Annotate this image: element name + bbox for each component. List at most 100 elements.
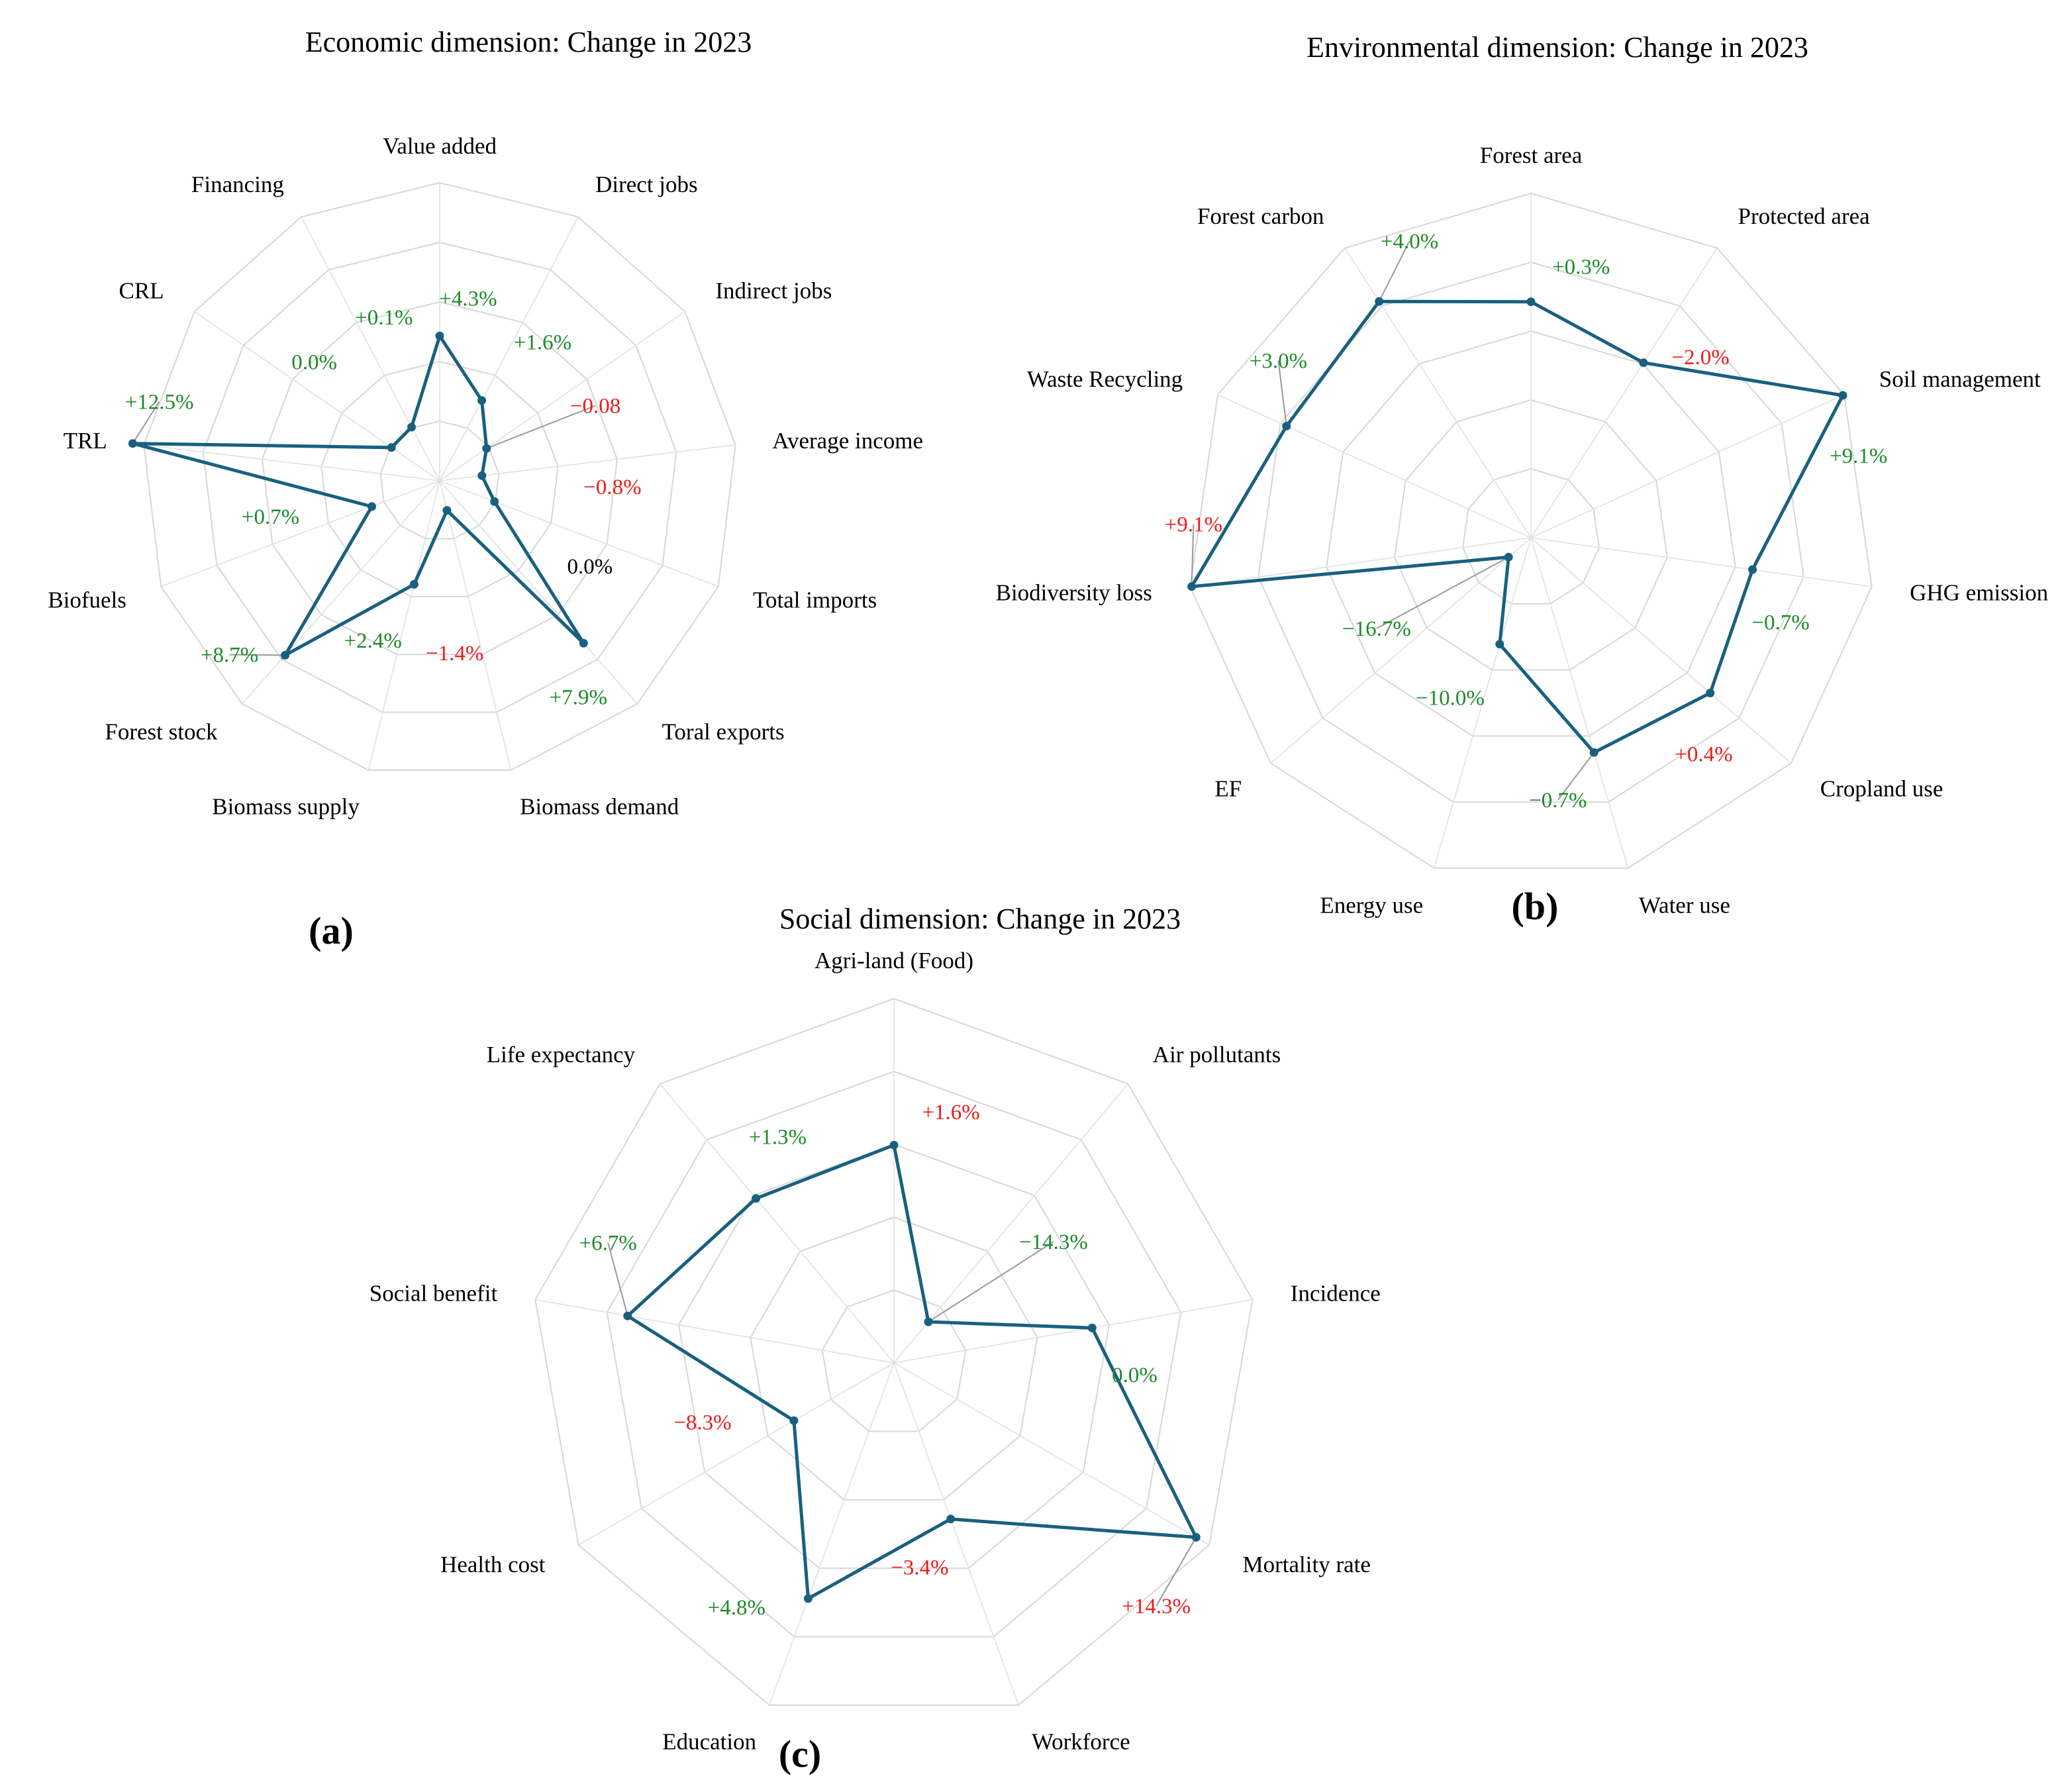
- environmental-leader-ef: [1376, 556, 1509, 629]
- social-grid-ring-1: [821, 1289, 967, 1432]
- environmental-value-labels: +0.3% −2.0% +9.1% −0.7% +0.4% −0.7% −10.0% −16.…: [1165, 230, 1888, 813]
- environmental-point-biodiversity-loss: [1187, 582, 1197, 591]
- environmental-spoke-soil-management: [1530, 394, 1845, 538]
- economic-axis-label-biofuels: Biofuels: [48, 587, 126, 613]
- environmental-axis-label-energy-use: Energy use: [1320, 893, 1423, 919]
- environmental-spoke-water-use: [1530, 537, 1629, 869]
- economic-chart-title: Economic dimension: Change in 2023: [305, 26, 752, 58]
- environmental-points: [1187, 297, 1847, 757]
- economic-spoke-toral-exports: [439, 480, 638, 705]
- economic-point-direct-jobs: [477, 396, 487, 405]
- economic-axis-label-forest-stock: Forest stock: [105, 719, 218, 745]
- environmental-grid: [1189, 192, 1873, 869]
- economic-axis-label-indirect-jobs: Indirect jobs: [715, 278, 832, 304]
- environmental-spoke-energy-use: [1433, 537, 1532, 869]
- economic-leaders: [132, 401, 596, 656]
- social-leader-mortality-rate: [1156, 1536, 1197, 1607]
- environmental-point-cropland-use: [1706, 689, 1715, 697]
- social-axis-label-agri-land-food: Agri-land (Food): [814, 948, 973, 973]
- environmental-axis-label-ef: EF: [1214, 776, 1242, 802]
- economic-axis-label-biomass-demand: Biomass demand: [520, 793, 679, 819]
- economic-point-financing: [407, 423, 416, 432]
- economic-radar-panel: Economic dimension: Change in 2023 Value…: [48, 26, 923, 952]
- environmental-value-label-forest-area: +0.3%: [1552, 256, 1610, 279]
- environmental-point-waste-recycling: [1282, 421, 1291, 430]
- environmental-leader-water-use: [1557, 752, 1595, 801]
- social-point-agri-land-food: [889, 1140, 899, 1150]
- social-spoke-education: [769, 1362, 895, 1706]
- social-value-label-agri-land-food: +1.6%: [922, 1101, 979, 1124]
- social-value-label-air-pollutants: −14.3%: [1019, 1230, 1088, 1254]
- social-point-social-benefit: [623, 1311, 632, 1320]
- economic-value-label-average-income: −0.8%: [583, 475, 641, 499]
- social-value-label-health-cost: −8.3%: [673, 1411, 731, 1435]
- economic-spoke-biomass-demand: [439, 480, 512, 771]
- economic-value-label-toral-exports: +7.9%: [550, 685, 607, 709]
- social-series-line: [624, 1142, 1199, 1601]
- environmental-axis-labels: Forest area Protected area Soil management…: [996, 142, 2049, 919]
- economic-axis-labels: Value added Direct jobs Indirect jobs Avera…: [48, 133, 923, 819]
- economic-value-label-biomass-supply: +2.4%: [344, 629, 402, 653]
- environmental-grid-ring-1: [1462, 468, 1600, 605]
- economic-point-value-added: [435, 331, 444, 340]
- environmental-spoke-cropland-use: [1530, 537, 1792, 764]
- economic-point-forest-stock: [281, 650, 290, 660]
- economic-value-label-total-imports: 0.0%: [567, 555, 613, 579]
- social-leaders: [607, 1241, 1197, 1607]
- environmental-point-forest-carbon: [1375, 297, 1384, 306]
- economic-spoke-indirect-jobs: [439, 311, 685, 481]
- social-points: [623, 1140, 1201, 1603]
- social-grid-ring-2: [750, 1216, 1038, 1501]
- environmental-spoke-waste-recycling: [1217, 394, 1532, 538]
- economic-points: [128, 331, 588, 660]
- social-value-label-education: +4.8%: [708, 1596, 765, 1620]
- social-value-label-social-benefit: +6.7%: [579, 1232, 637, 1256]
- social-point-education: [804, 1594, 812, 1603]
- social-axis-label-social-benefit: Social benefit: [369, 1280, 498, 1306]
- environmental-axis-label-biodiversity-loss: Biodiversity loss: [996, 579, 1152, 605]
- environmental-spokes: [1190, 193, 1872, 869]
- environmental-axis-label-forest-area: Forest area: [1480, 142, 1583, 168]
- economic-axis-label-average-income: Average income: [772, 428, 923, 454]
- environmental-point-protected-area: [1639, 358, 1648, 368]
- social-value-label-incidence: 0.0%: [1112, 1364, 1157, 1387]
- environmental-grid-ring-5: [1189, 192, 1873, 869]
- environmental-value-label-waste-recycling: +3.0%: [1250, 350, 1307, 373]
- social-grid-ring-5: [534, 997, 1254, 1706]
- social-grid: [534, 997, 1254, 1706]
- social-axis-label-health-cost: Health cost: [440, 1552, 546, 1577]
- economic-value-label-forest-stock: +8.7%: [201, 644, 258, 668]
- environmental-axis-label-waste-recycling: Waste Recycling: [1027, 366, 1183, 392]
- environmental-grid-ring-3: [1326, 330, 1736, 737]
- economic-axis-label-financing: Financing: [191, 172, 284, 197]
- social-axis-label-mortality-rate: Mortality rate: [1243, 1552, 1371, 1577]
- environmental-leader-forest-carbon: [1378, 240, 1410, 302]
- environmental-value-label-biodiversity-loss: +9.1%: [1165, 513, 1222, 537]
- social-value-label-mortality-rate: +14.3%: [1122, 1595, 1191, 1618]
- environmental-axis-label-cropland-use: Cropland use: [1820, 776, 1943, 802]
- economic-point-total-imports: [490, 497, 499, 506]
- environmental-axis-label-water-use: Water use: [1639, 893, 1730, 919]
- economic-value-label-crl: 0.0%: [291, 350, 337, 374]
- economic-value-label-trl: +12.5%: [125, 390, 194, 414]
- social-axis-label-air-pollutants: Air pollutants: [1153, 1042, 1281, 1068]
- economic-grid-ring-5: [143, 181, 736, 771]
- social-spoke-life-expectancy: [659, 1083, 895, 1364]
- environmental-point-ef: [1504, 552, 1513, 562]
- social-value-label-life-expectancy: +1.3%: [749, 1125, 807, 1149]
- economic-grid-ring-1: [379, 420, 500, 540]
- environmental-value-label-ghg-emission: −0.7%: [1751, 611, 1809, 634]
- economic-spoke-total-imports: [439, 480, 719, 587]
- economic-point-biomass-supply: [409, 579, 418, 589]
- economic-axis-label-direct-jobs: Direct jobs: [595, 172, 698, 197]
- economic-spoke-trl: [144, 444, 440, 481]
- economic-leader-indirect-jobs: [486, 405, 596, 450]
- environmental-radar-panel: Environmental dimension: Change in 2023 …: [996, 31, 2049, 928]
- economic-point-average-income: [477, 471, 487, 480]
- panel-letter-c: (c): [779, 1732, 821, 1775]
- social-point-workforce: [946, 1515, 956, 1524]
- environmental-value-label-protected-area: −2.0%: [1671, 346, 1729, 370]
- environmental-grid-ring-2: [1394, 399, 1668, 671]
- environmental-leader-biodiversity-loss: [1191, 524, 1195, 587]
- economic-axis-label-total-imports: Total imports: [753, 587, 877, 613]
